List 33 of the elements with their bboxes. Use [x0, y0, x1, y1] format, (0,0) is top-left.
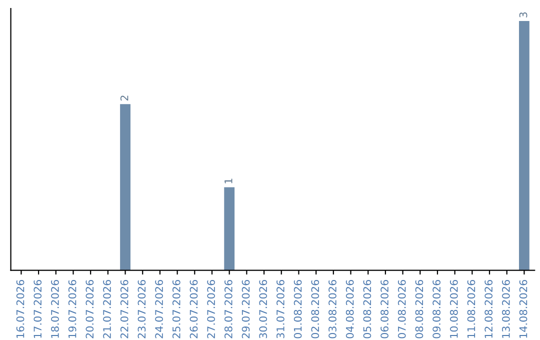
data-label: 3	[519, 12, 528, 18]
x-tick-label: 23.07.2026	[138, 280, 146, 338]
x-tick-label: 13.08.2026	[502, 280, 510, 338]
x-tick-label: 28.07.2026	[224, 280, 232, 338]
x-tick-label: 02.08.2026	[311, 280, 320, 338]
x-tick-label: 31.07.2026	[276, 280, 284, 338]
x-tick-label: 19.07.2026	[68, 280, 76, 338]
data-label: 2	[120, 96, 128, 101]
x-tick-label: 24.07.2026	[155, 280, 163, 338]
x-tick-label: 21.07.2026	[103, 280, 111, 338]
x-tick-label: 20.07.2026	[86, 280, 94, 338]
x-tick-label: 30.07.2026	[259, 280, 268, 338]
x-tick-label: 06.08.2026	[380, 280, 388, 338]
x-tick-label: 25.07.2026	[172, 280, 180, 338]
x-tick-label: 09.08.2026	[432, 280, 440, 338]
data-label: 1	[224, 178, 232, 184]
x-tick-label: 18.07.2026	[51, 280, 59, 338]
x-tick-label: 29.07.2026	[242, 280, 250, 338]
x-tick-label: 07.08.2026	[398, 280, 406, 338]
x-tick-label: 01.08.2026	[294, 280, 302, 338]
x-tick-label: 05.08.2026	[363, 280, 372, 338]
x-tick-label: 26.07.2026	[190, 280, 198, 338]
x-tick-label: 17.07.2026	[34, 280, 42, 338]
x-tick-label: 16.07.2026	[16, 280, 24, 338]
x-tick-label: 04.08.2026	[346, 280, 354, 338]
x-tick-label: 12.08.2026	[484, 280, 493, 338]
x-tick-label: 22.07.2026	[120, 280, 128, 338]
x-tick-label: 03.08.2026	[328, 280, 336, 338]
x-tick-label: 14.08.2026	[519, 280, 528, 338]
x-tick-label: 10.08.2026	[450, 280, 458, 338]
x-tick-label: 11.08.2026	[467, 280, 476, 338]
x-tick-label: 08.08.2026	[415, 280, 424, 338]
x-tick-label: 27.07.2026	[207, 280, 216, 338]
